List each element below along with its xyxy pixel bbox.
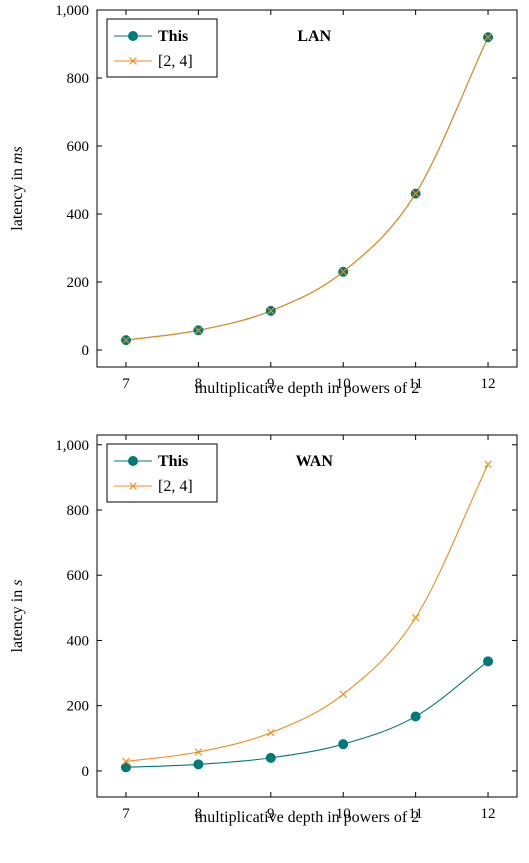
legend: This [2, 4] bbox=[106, 443, 218, 503]
legend-label-ref: [2, 4] bbox=[158, 53, 193, 70]
y-axis-label-prefix: latency in bbox=[9, 164, 26, 231]
data-point-ref-10 bbox=[339, 268, 347, 276]
y-tick-label: 800 bbox=[67, 503, 90, 519]
x-tick-label: 11 bbox=[408, 376, 422, 392]
y-tick-label: 400 bbox=[67, 633, 90, 649]
panel-title: WAN bbox=[296, 453, 334, 470]
data-point-ref-9 bbox=[267, 728, 275, 737]
legend-marker-this bbox=[127, 30, 138, 41]
data-point-ref-12-stroke-b bbox=[484, 33, 492, 41]
data-point-ref-9-stroke-b bbox=[267, 728, 275, 737]
data-point-ref-12 bbox=[484, 33, 492, 41]
x-axis-label: multiplicative depth in powers of 2 bbox=[195, 380, 419, 397]
data-point-ref-8-stroke-b bbox=[194, 326, 203, 335]
data-point-this-12 bbox=[483, 656, 494, 667]
data-point-ref-7 bbox=[122, 336, 130, 344]
series-line-this bbox=[125, 660, 489, 768]
x-tick-label: 8 bbox=[195, 376, 203, 392]
y-tick-label: 1,000 bbox=[55, 438, 89, 454]
legend-box bbox=[106, 443, 218, 503]
legend-marker-ref bbox=[129, 57, 137, 65]
y-tick-label: 0 bbox=[82, 343, 90, 359]
data-point-ref-7 bbox=[122, 757, 130, 766]
data-point-ref-9 bbox=[267, 307, 275, 315]
data-point-ref-11 bbox=[411, 613, 420, 622]
plot-frame bbox=[96, 434, 518, 798]
x-tick-label: 7 bbox=[122, 376, 130, 392]
data-point-ref-12-stroke-b bbox=[484, 460, 492, 469]
x-tick-label: 10 bbox=[336, 806, 351, 822]
data-point-this-11 bbox=[410, 711, 421, 722]
data-point-this-9 bbox=[265, 752, 276, 763]
x-tick-label: 9 bbox=[267, 806, 275, 822]
x-tick-label: 11 bbox=[408, 806, 422, 822]
data-point-ref-10-stroke-b bbox=[339, 690, 347, 699]
y-tick-label: 800 bbox=[67, 71, 90, 87]
data-point-ref-7-stroke-b bbox=[122, 336, 130, 344]
legend-label-ref: [2, 4] bbox=[158, 478, 193, 495]
y-tick-label: 600 bbox=[67, 139, 90, 155]
data-point-this-8 bbox=[193, 759, 204, 770]
data-point-ref-7-stroke-b bbox=[122, 757, 130, 766]
y-tick-label: 400 bbox=[67, 207, 90, 223]
legend-label-this: This bbox=[158, 28, 188, 45]
data-point-ref-10-stroke-b bbox=[339, 268, 347, 276]
plot-frame bbox=[96, 9, 518, 368]
y-axis-label-unit: s bbox=[9, 580, 26, 586]
series-line-ref bbox=[125, 464, 489, 762]
y-tick-label: 0 bbox=[82, 764, 90, 780]
data-point-ref-12 bbox=[484, 460, 492, 469]
x-tick-label: 9 bbox=[267, 376, 275, 392]
chart-panel-wan: 0 200 400 600 800 1,000 7 8 9 10 11 12 multiplicativ… bbox=[9, 434, 518, 826]
x-axis-label: multiplicative depth in powers of 2 bbox=[195, 809, 419, 826]
legend-label-this: This bbox=[158, 453, 188, 470]
legend-marker-this bbox=[127, 455, 138, 466]
data-point-ref-8 bbox=[194, 748, 203, 756]
x-tick-label: 7 bbox=[122, 806, 130, 822]
data-point-ref-11-stroke-b bbox=[411, 189, 420, 198]
panel-title: LAN bbox=[297, 28, 331, 45]
legend-marker-ref bbox=[129, 482, 137, 490]
data-point-ref-11-stroke-b bbox=[411, 613, 420, 622]
chart-panel-lan: 0 200 400 600 800 1,000 7 8 9 10 11 12 multiplicativ… bbox=[9, 3, 518, 397]
data-point-ref-9-stroke-b bbox=[267, 307, 275, 315]
legend-marker-ref-stroke-b bbox=[129, 482, 137, 490]
y-tick-label: 200 bbox=[67, 275, 90, 291]
x-tick-label: 12 bbox=[481, 376, 496, 392]
data-point-ref-8 bbox=[194, 326, 203, 335]
y-axis-label: latency in ms bbox=[9, 146, 26, 230]
y-tick-label: 600 bbox=[67, 568, 90, 584]
legend-box bbox=[106, 18, 218, 78]
data-point-ref-11 bbox=[411, 189, 420, 198]
x-tick-label: 10 bbox=[336, 376, 351, 392]
series-line-ref bbox=[125, 36, 489, 341]
data-point-ref-8-stroke-b bbox=[194, 748, 203, 756]
legend: This [2, 4] bbox=[106, 18, 218, 78]
data-point-this-7 bbox=[120, 762, 131, 773]
x-tick-label: 8 bbox=[195, 806, 203, 822]
legend-marker-ref-stroke-b bbox=[129, 57, 137, 65]
y-tick-label: 200 bbox=[67, 699, 90, 715]
data-point-ref-10 bbox=[339, 690, 347, 699]
y-axis-label: latency in s bbox=[9, 580, 26, 653]
y-axis-label-unit: ms bbox=[9, 146, 26, 164]
x-tick-label: 12 bbox=[481, 806, 496, 822]
y-axis-label-prefix: latency in bbox=[9, 586, 26, 653]
y-tick-label: 1,000 bbox=[55, 3, 89, 19]
data-point-this-10 bbox=[338, 739, 349, 750]
